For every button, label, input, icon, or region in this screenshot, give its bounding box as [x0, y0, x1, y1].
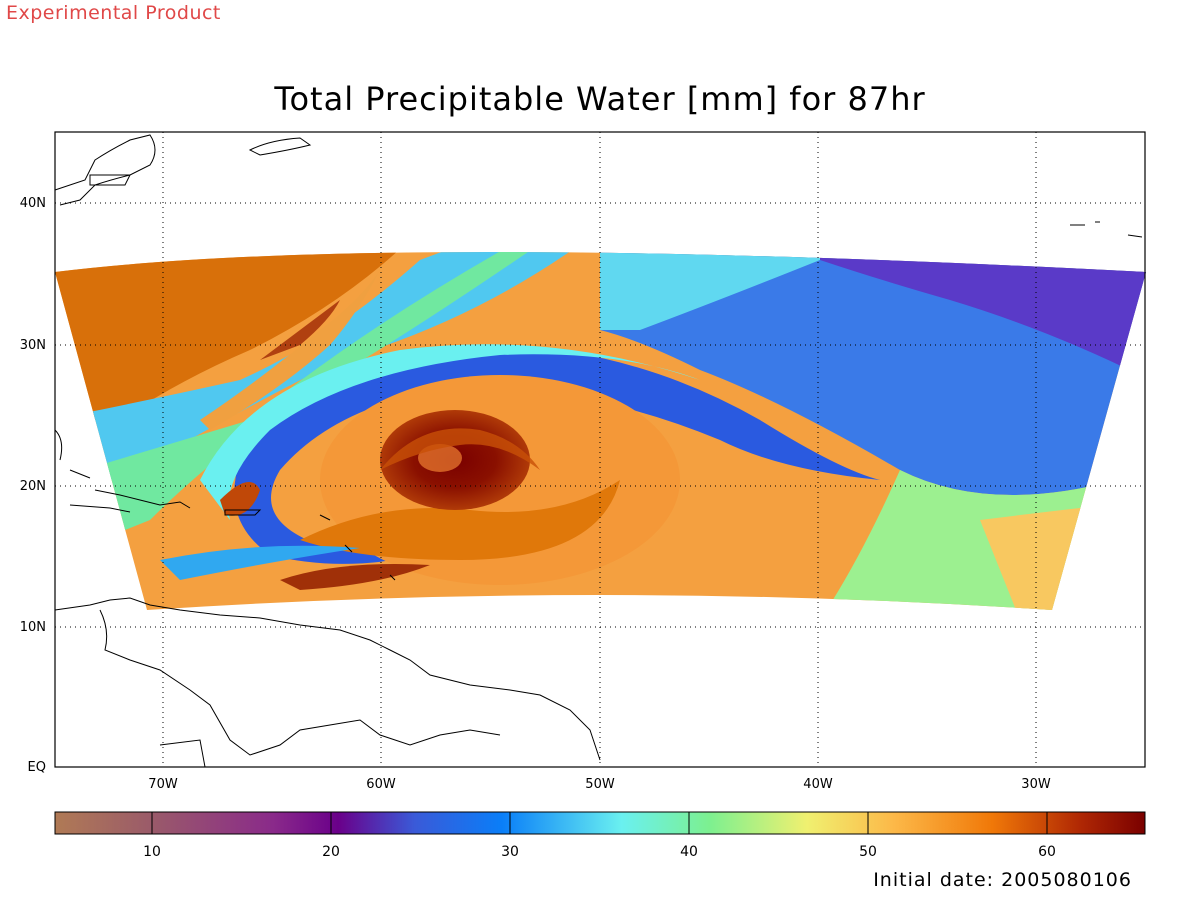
lat-label-40n: 40N: [19, 196, 46, 211]
lat-label-20n: 20N: [19, 479, 46, 494]
colorbar-label-20: 20: [322, 844, 340, 860]
lon-label-60w: 60W: [366, 777, 396, 792]
colorbar-label-60: 60: [1038, 844, 1056, 860]
colorbar-label-10: 10: [143, 844, 161, 860]
lat-label-eq: EQ: [27, 760, 46, 775]
lon-label-40w: 40W: [803, 777, 833, 792]
lon-label-70w: 70W: [148, 777, 178, 792]
lat-label-30n: 30N: [19, 338, 46, 353]
colorbar-label-30: 30: [501, 844, 519, 860]
colorbar: [54, 811, 1146, 835]
precipitable-water-field: [55, 252, 1146, 610]
initial-date: Initial date: 2005080106: [873, 869, 1132, 891]
product-tag: Experimental Product: [6, 2, 221, 24]
map-title: Total Precipitable Water [mm] for 87hr: [274, 80, 926, 118]
colorbar-tick-marks: [151, 812, 1048, 834]
lat-label-10n: 10N: [19, 620, 46, 635]
coastlines: [54, 134, 1143, 768]
colorbar-label-50: 50: [859, 844, 877, 860]
lon-label-30w: 30W: [1021, 777, 1051, 792]
colorbar-label-40: 40: [680, 844, 698, 860]
graticule: [55, 132, 1145, 767]
lon-label-50w: 50W: [585, 777, 615, 792]
